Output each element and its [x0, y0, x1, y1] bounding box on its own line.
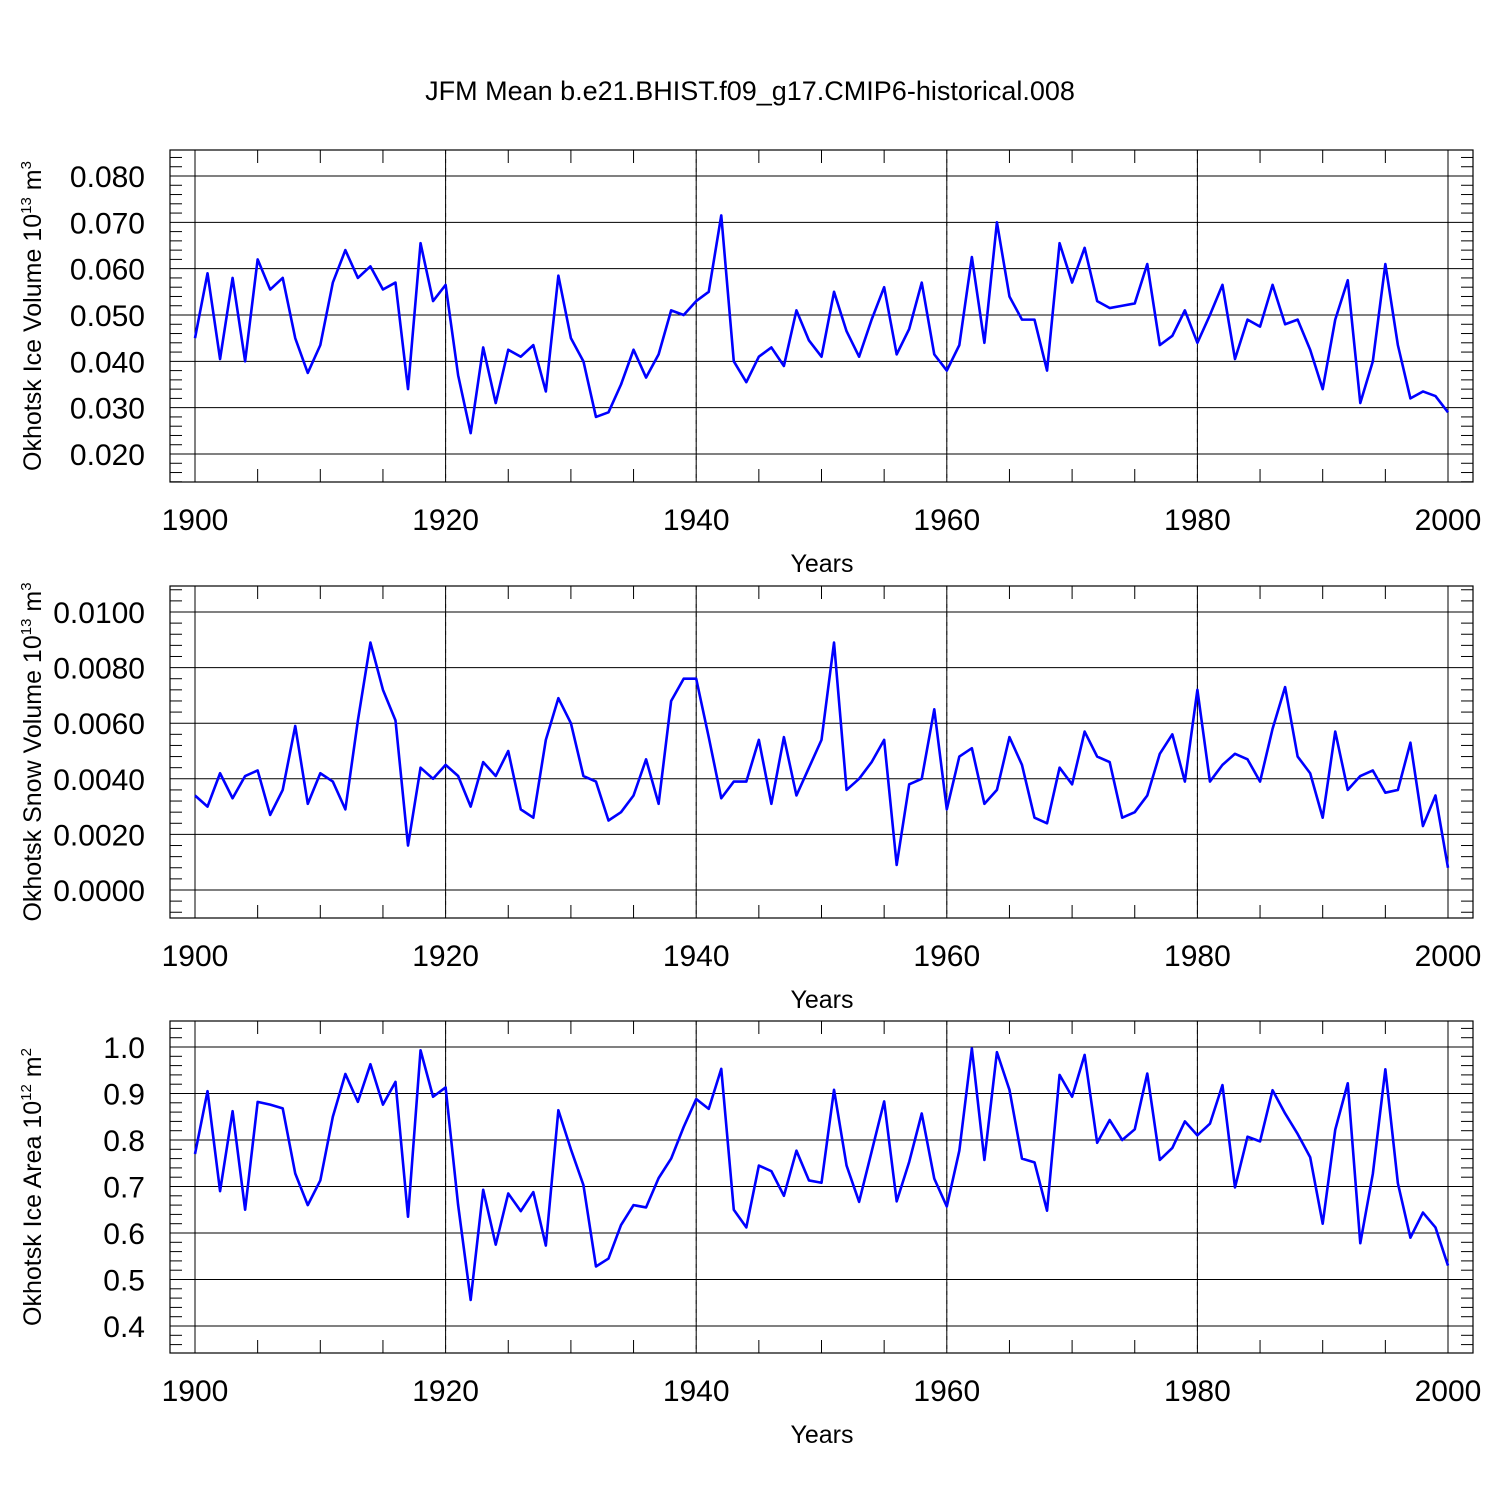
- y-tick-label: 0.7: [103, 1172, 145, 1205]
- y-axis-title: Okhotsk Ice Area 1012 m2: [18, 1048, 47, 1326]
- y-tick-label: 0.0000: [53, 875, 145, 908]
- x-tick-label: 1960: [913, 940, 980, 973]
- x-tick-label: 1940: [663, 940, 730, 973]
- x-tick-label: 1980: [1164, 1375, 1231, 1408]
- x-tick-label: 2000: [1415, 940, 1482, 973]
- y-tick-label: 0.070: [70, 207, 145, 240]
- x-tick-label: 2000: [1415, 504, 1482, 537]
- y-tick-label: 0.0100: [53, 597, 145, 630]
- y-tick-label: 0.9: [103, 1079, 145, 1112]
- y-tick-label: 0.080: [70, 161, 145, 194]
- panels: 0.020 0.030 0.040 0.050 0.060 0.070 0.080 1900 1…: [18, 149, 1482, 1449]
- y-tick-label: 0.0060: [53, 708, 145, 741]
- series-line: [194, 641, 1450, 868]
- x-axis-title: Years: [790, 550, 853, 578]
- x-tick-label: 1900: [162, 940, 229, 973]
- y-tick-label: 1.0: [103, 1032, 145, 1065]
- x-axis-title: Years: [790, 986, 853, 1014]
- y-tick-label: 0.030: [70, 393, 145, 426]
- chart-title: JFM Mean b.e21.BHIST.f09_g17.CMIP6-histo…: [425, 76, 1075, 106]
- y-tick-label: 0.8: [103, 1125, 145, 1158]
- plot-frame: [169, 149, 1474, 483]
- y-tick-label: 0.020: [70, 439, 145, 472]
- y-tick-label: 0.0040: [53, 764, 145, 797]
- x-tick-label: 2000: [1415, 1375, 1482, 1408]
- x-tick-label: 1920: [412, 940, 479, 973]
- panel-ice-volume: 0.020 0.030 0.040 0.050 0.060 0.070 0.080 1900 1…: [18, 149, 1482, 578]
- y-tick-label: 0.040: [70, 346, 145, 379]
- x-tick-label: 1920: [412, 504, 479, 537]
- x-tick-label: 1940: [663, 504, 730, 537]
- x-axis-title: Years: [790, 1421, 853, 1449]
- series-line: [193, 1047, 1450, 1302]
- x-tick-label: 1960: [913, 504, 980, 537]
- series-line: [193, 214, 1450, 435]
- y-tick-label: 0.6: [103, 1218, 145, 1251]
- x-tick-label: 1980: [1164, 504, 1231, 537]
- y-axis-title: Okhotsk Snow Volume 1013 m3: [18, 582, 47, 921]
- y-tick-label: 0.0020: [53, 819, 145, 852]
- y-tick-label: 0.0080: [53, 653, 145, 686]
- x-tick-label: 1940: [663, 1375, 730, 1408]
- x-tick-label: 1900: [162, 1375, 229, 1408]
- panel-ice-area: 0.4 0.5 0.6 0.7 0.8 0.9 1.0 1900 1920 1940 1960 198…: [18, 1020, 1482, 1449]
- y-axis-title: Okhotsk Ice Volume 1013 m3: [18, 161, 47, 471]
- x-tick-label: 1980: [1164, 940, 1231, 973]
- y-tick-label: 0.050: [70, 300, 145, 333]
- y-tick-label: 0.060: [70, 254, 145, 287]
- plot-frame: [169, 585, 1474, 919]
- y-tick-label: 0.5: [103, 1265, 145, 1298]
- x-tick-label: 1920: [412, 1375, 479, 1408]
- x-tick-label: 1960: [913, 1375, 980, 1408]
- x-tick-label: 1900: [162, 504, 229, 537]
- panel-snow-volume: 0.0000 0.0020 0.0040 0.0060 0.0080 0.0100 1900…: [18, 582, 1481, 1014]
- y-tick-label: 0.4: [103, 1311, 145, 1344]
